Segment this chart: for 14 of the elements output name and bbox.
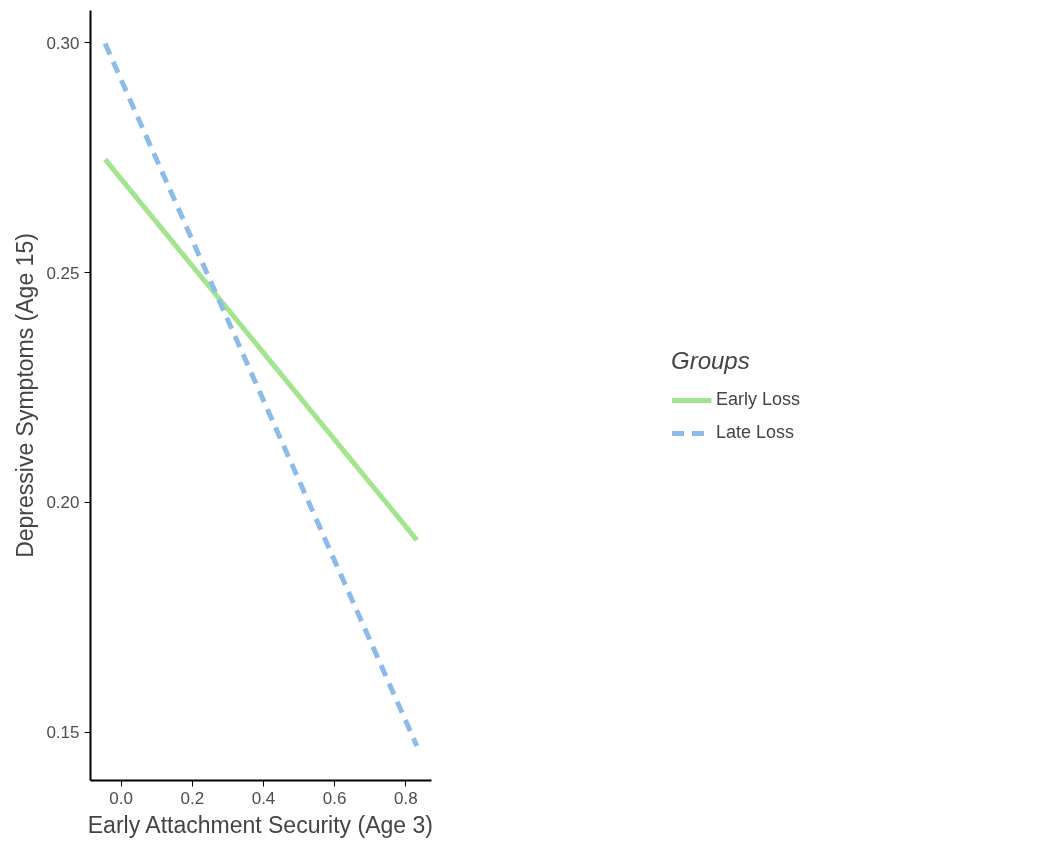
y-tick-label: 0.20 bbox=[46, 493, 80, 513]
x-axis-title: Early Attachment Security (Age 3) bbox=[87, 811, 433, 838]
legend-label: Early Loss bbox=[715, 389, 801, 410]
legend-label: Late Loss bbox=[715, 422, 795, 443]
y-axis-title: Depressive Symptoms (Age 15) bbox=[12, 233, 39, 558]
x-tick-label: 0.4 bbox=[251, 788, 276, 808]
x-tick-label: 0.0 bbox=[109, 788, 133, 808]
x-tick-label: 0.6 bbox=[322, 788, 347, 808]
x-tick-label: 0.2 bbox=[180, 788, 205, 808]
legend-title: Groups bbox=[670, 347, 751, 375]
y-tick-label: 0.15 bbox=[46, 723, 80, 743]
y-tick-label: 0.30 bbox=[46, 33, 80, 53]
x-tick-label: 0.8 bbox=[394, 788, 418, 808]
y-tick-label: 0.25 bbox=[46, 263, 80, 283]
